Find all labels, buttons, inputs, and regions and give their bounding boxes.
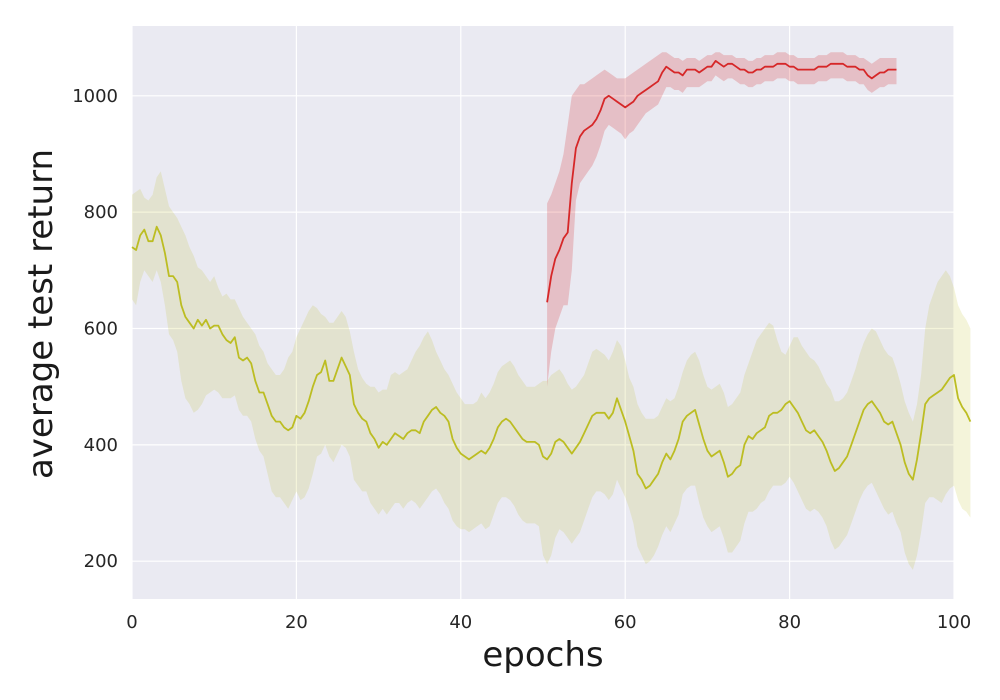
grid-lines — [131, 26, 955, 599]
x-tick-label: 80 — [778, 612, 801, 633]
x-tick-label: 60 — [614, 612, 637, 633]
confidence-bands — [132, 52, 971, 570]
y-axis-label: average test return — [21, 149, 61, 479]
x-tick-label: 20 — [285, 612, 308, 633]
series-1-line — [546, 60, 897, 303]
y-tick-labels: 200 400 600 800 1000 — [72, 86, 118, 572]
x-tick-label: 100 — [937, 612, 971, 633]
x-tick-labels: 0 20 40 60 80 100 — [126, 612, 971, 633]
y-tick-label: 400 — [84, 435, 118, 456]
series-lines — [131, 60, 972, 490]
y-tick-label: 1000 — [72, 86, 118, 107]
series-0-line — [131, 225, 972, 490]
series-1-band — [547, 52, 897, 387]
y-tick-label: 600 — [84, 318, 118, 339]
x-tick-label: 40 — [449, 612, 472, 633]
series-0-band — [132, 171, 971, 570]
plot-background — [132, 26, 954, 599]
y-tick-label: 200 — [84, 551, 118, 572]
x-tick-label: 0 — [126, 612, 137, 633]
x-axis-label: epochs — [482, 635, 603, 675]
y-tick-label: 800 — [84, 202, 118, 223]
